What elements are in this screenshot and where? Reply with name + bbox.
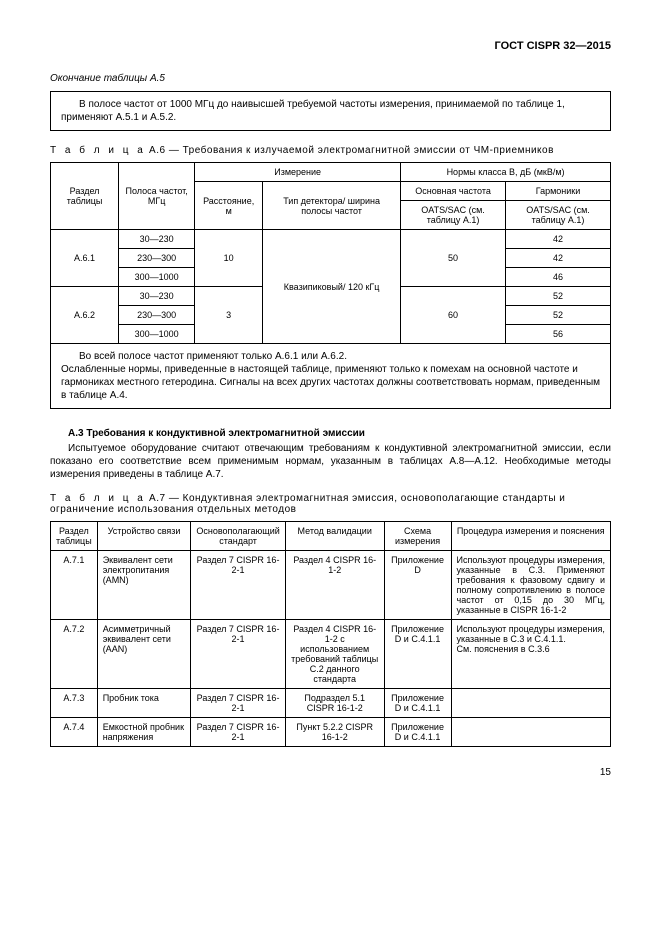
h-det: Тип детектора/ ширина полосы частот [263, 182, 401, 230]
cell: A.7.1 [51, 551, 98, 620]
cell: 3 [195, 287, 263, 344]
cell: 300—1000 [119, 325, 195, 344]
h-freq: Полоса частот, МГц [119, 163, 195, 230]
cell: Приложение D и С.4.1.1 [384, 620, 451, 689]
cell: Раздел 7 CISPR 16-2-1 [191, 689, 285, 718]
cell: Используют процедуры измерения, указанны… [451, 551, 611, 620]
cell: 56 [506, 325, 611, 344]
cell [451, 718, 611, 747]
caption-text: А.6 — Требования к излучаемой электромаг… [146, 145, 554, 156]
table-a7: Раздел таблицы Устройство связи Основопо… [50, 521, 611, 747]
h1: Раздел таблицы [51, 522, 98, 551]
h4: Метод валидации [285, 522, 384, 551]
cell: 230—300 [119, 306, 195, 325]
table-row: A.7.3 Пробник тока Раздел 7 CISPR 16-2-1… [51, 689, 611, 718]
table-row: A.7.2 Асимметричный эквивалент сети (AAN… [51, 620, 611, 689]
table-a6-caption: Т а б л и ц а А.6 — Требования к излучае… [50, 145, 611, 156]
cell: Асимметричный эквивалент сети (AAN) [97, 620, 191, 689]
table-row: A.7.1 Эквивалент сети электропитания (AM… [51, 551, 611, 620]
cell: 230—300 [119, 249, 195, 268]
table-a7-caption: Т а б л и ц а А.7 — Кондуктивная электро… [50, 493, 611, 515]
cell: 50 [401, 230, 506, 287]
cell: Емкостной пробник напряжения [97, 718, 191, 747]
cell: 60 [401, 287, 506, 344]
cell: 30—230 [119, 230, 195, 249]
h-main: Основная частота [401, 182, 506, 201]
cell: Раздел 4 CISPR 16-1-2 с использованием т… [285, 620, 384, 689]
cell: Квазипиковый/ 120 кГц [263, 230, 401, 344]
section-a3-heading: А.3 Требования к кондуктивной электромаг… [50, 427, 611, 440]
cell: Раздел 7 CISPR 16-2-1 [191, 551, 285, 620]
cell: Приложение D и С.4.1.1 [384, 718, 451, 747]
cell: A.7.3 [51, 689, 98, 718]
page-number: 15 [50, 767, 611, 778]
h-dist: Расстояние, м [195, 182, 263, 230]
cell: 42 [506, 249, 611, 268]
table-row: A.7.4 Емкостной пробник напряжения Разде… [51, 718, 611, 747]
cell: A.7.4 [51, 718, 98, 747]
cell: Приложение D [384, 551, 451, 620]
cell: Раздел 7 CISPR 16-2-1 [191, 718, 285, 747]
cell [451, 689, 611, 718]
document-id: ГОСТ CISPR 32—2015 [50, 40, 611, 52]
cell: 42 [506, 230, 611, 249]
cell: 10 [195, 230, 263, 287]
cell: A.6.1 [51, 230, 119, 287]
h-harm: Гармоники [506, 182, 611, 201]
caption-prefix: Т а б л и ц а [50, 145, 146, 156]
cell: 46 [506, 268, 611, 287]
cell: Раздел 7 CISPR 16-2-1 [191, 620, 285, 689]
box-a5-text: В полосе частот от 1000 МГц до наивысшей… [61, 98, 600, 124]
h2: Устройство связи [97, 522, 191, 551]
caption-prefix: Т а б л и ц а [50, 493, 146, 504]
cell: Раздел 4 CISPR 16-1-2 [285, 551, 384, 620]
cell: 300—1000 [119, 268, 195, 287]
h-oats1: OATS/SAC (см. таблицу А.1) [401, 201, 506, 230]
h-meas: Измерение [195, 163, 401, 182]
cell: Используют процедуры измерения, указанны… [451, 620, 611, 689]
cell: 30—230 [119, 287, 195, 306]
h-section: Раздел таблицы [51, 163, 119, 230]
cell: Приложение D и С.4.1.1 [384, 689, 451, 718]
h5: Схема измерения [384, 522, 451, 551]
cell: Эквивалент сети электропитания (AMN) [97, 551, 191, 620]
cell: A.7.2 [51, 620, 98, 689]
box-a5: В полосе частот от 1000 МГц до наивысшей… [50, 91, 611, 131]
cell: Подраздел 5.1 CISPR 16-1-2 [285, 689, 384, 718]
cell: 52 [506, 287, 611, 306]
table-a6: Раздел таблицы Полоса частот, МГц Измере… [50, 162, 611, 344]
cell: Пункт 5.2.2 CISPR 16-1-2 [285, 718, 384, 747]
h-norms: Нормы класса В, дБ (мкВ/м) [401, 163, 611, 182]
h-oats2: OATS/SAC (см. таблицу А.1) [506, 201, 611, 230]
table-a6-notes: Во всей полосе частот применяют только А… [50, 344, 611, 409]
h6: Процедура измерения и пояснения [451, 522, 611, 551]
continuation-label: Окончание таблицы А.5 [50, 72, 611, 85]
cell: A.6.2 [51, 287, 119, 344]
h3: Основополагающий стандарт [191, 522, 285, 551]
cell: 52 [506, 306, 611, 325]
cell: Пробник тока [97, 689, 191, 718]
section-a3-para: Испытуемое оборудование считают отвечающ… [50, 442, 611, 481]
notes-text: Во всей полосе частот применяют только А… [61, 350, 600, 402]
